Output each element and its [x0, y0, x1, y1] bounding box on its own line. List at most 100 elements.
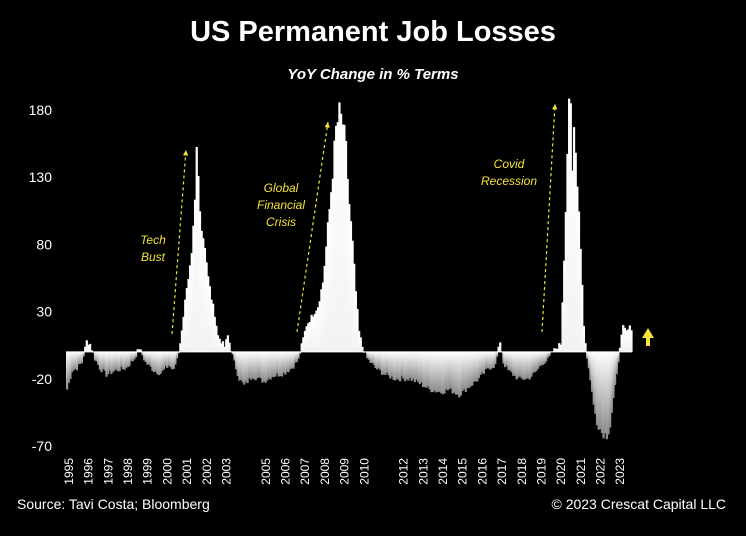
- bar: [70, 351, 74, 373]
- bar: [590, 351, 594, 392]
- bar: [207, 276, 210, 352]
- bar: [449, 351, 453, 389]
- x-tick-label: 2001: [180, 458, 194, 485]
- bar: [315, 310, 318, 352]
- x-tick-label: 2012: [397, 458, 411, 485]
- bar: [535, 351, 538, 372]
- bar: [159, 351, 162, 374]
- bar: [149, 351, 152, 367]
- bar: [538, 351, 541, 367]
- x-tick-label: 2005: [259, 458, 273, 485]
- x-tick-label: 1999: [141, 458, 155, 485]
- bar: [615, 351, 618, 375]
- bar: [574, 152, 577, 352]
- bar: [317, 307, 320, 352]
- bar: [297, 351, 300, 359]
- bar: [536, 351, 540, 369]
- bar: [310, 314, 313, 352]
- y-tick-label: 80: [36, 236, 52, 252]
- bar: [394, 351, 397, 381]
- bar: [612, 351, 615, 398]
- bar: [118, 351, 121, 372]
- bar: [107, 351, 110, 375]
- bar: [320, 289, 323, 352]
- bar: [380, 351, 384, 375]
- bar: [556, 348, 559, 352]
- bar: [553, 348, 556, 352]
- bar: [164, 351, 167, 367]
- bar: [138, 349, 141, 352]
- bar: [289, 351, 292, 370]
- bar: [541, 351, 545, 365]
- bar: [261, 351, 264, 383]
- bar: [572, 127, 576, 352]
- bar: [90, 350, 93, 352]
- bar: [248, 351, 251, 379]
- bar: [559, 344, 563, 352]
- y-tick-label: 30: [36, 304, 52, 320]
- bar: [243, 351, 246, 385]
- bar: [417, 351, 420, 383]
- bar: [459, 351, 462, 396]
- bar: [303, 331, 307, 352]
- bar: [179, 343, 182, 352]
- bar: [517, 351, 520, 378]
- bar: [167, 351, 170, 366]
- bar: [568, 98, 571, 352]
- bar: [390, 351, 394, 377]
- bar: [123, 351, 126, 370]
- annotation-arrowhead: [182, 150, 189, 156]
- bar: [623, 327, 627, 352]
- bar: [464, 351, 467, 393]
- bar: [318, 301, 321, 352]
- bar: [111, 351, 115, 372]
- x-axis: 1995 1996 1997 1998 1999 2000 2001 2002 2003 2005…: [62, 458, 627, 485]
- bar: [77, 351, 80, 365]
- bar: [177, 351, 180, 354]
- bar: [197, 176, 200, 352]
- bar: [85, 340, 88, 352]
- bar: [525, 351, 528, 379]
- bar: [408, 351, 412, 378]
- bar: [426, 351, 430, 387]
- bar: [382, 351, 385, 375]
- bar: [341, 124, 344, 352]
- annotation-label: Bust: [141, 250, 166, 264]
- bar: [157, 351, 161, 376]
- bar: [446, 351, 449, 391]
- bar: [530, 351, 533, 377]
- bar: [298, 351, 302, 354]
- bar: [451, 351, 454, 394]
- bar: [189, 265, 192, 352]
- bar: [413, 351, 417, 383]
- bar: [323, 265, 326, 352]
- bar: [415, 351, 418, 380]
- bar: [253, 351, 256, 380]
- bars-group: [66, 98, 633, 440]
- bar: [66, 351, 69, 390]
- bar: [403, 351, 407, 382]
- bar: [430, 351, 433, 393]
- bar: [523, 351, 526, 380]
- bar: [185, 288, 188, 352]
- bar: [87, 344, 90, 352]
- bar: [507, 351, 510, 371]
- bar: [161, 351, 164, 371]
- bar: [126, 351, 129, 368]
- bar: [202, 238, 205, 352]
- x-tick-label: 2023: [613, 458, 627, 485]
- bar: [328, 208, 331, 352]
- bar: [604, 351, 607, 434]
- bar: [110, 351, 113, 375]
- source-text: Source: Tavi Costa; Bloomberg: [17, 496, 210, 512]
- bar: [438, 351, 441, 392]
- bar: [592, 351, 595, 405]
- x-tick-label: 2015: [456, 458, 470, 485]
- bar: [67, 351, 70, 383]
- copyright-text: © 2023 Crescat Capital LLC: [551, 496, 726, 512]
- bar: [441, 351, 444, 395]
- bar: [166, 351, 169, 368]
- bar: [339, 113, 343, 352]
- bar: [344, 140, 348, 352]
- bar: [461, 351, 464, 392]
